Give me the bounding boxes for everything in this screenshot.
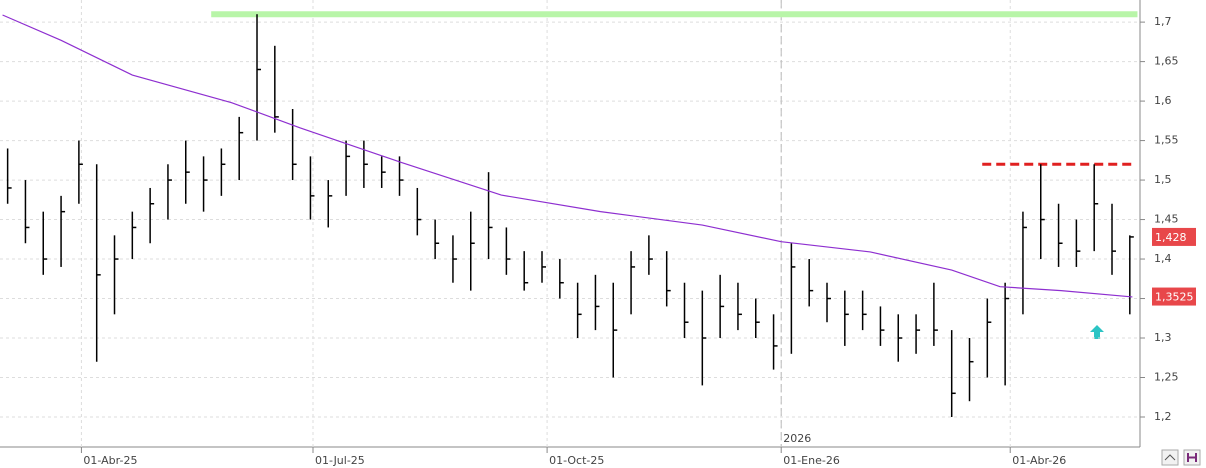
price-label: 1,3525	[1155, 291, 1194, 304]
y-tick-label: 1,25	[1154, 371, 1179, 384]
h-icon	[1187, 453, 1197, 462]
y-tick-label: 1,6	[1154, 94, 1172, 107]
price-label-box	[1152, 287, 1196, 306]
y-tick-label: 1,7	[1154, 15, 1172, 28]
moving-average	[2, 14, 1133, 298]
zoom-icon	[1164, 454, 1176, 461]
arrow-icon	[1090, 325, 1104, 339]
y-tick-label: 1,45	[1154, 213, 1179, 226]
y-tick-label: 1,2	[1154, 410, 1172, 423]
x-tick-label: 01-Abr-25	[83, 454, 137, 467]
year-label: 2026	[783, 432, 811, 445]
price-label-box	[1152, 227, 1196, 246]
y-tick-label: 1,55	[1154, 134, 1179, 147]
y-tick-label: 1,65	[1154, 55, 1179, 68]
x-tick-label: 01-Abr-26	[1012, 454, 1066, 467]
price-label: 1,428	[1155, 231, 1187, 244]
x-tick-label: 01-Jul-25	[315, 454, 365, 467]
y-tick-label: 1,5	[1154, 173, 1172, 186]
y-tick-label: 1,4	[1154, 252, 1172, 265]
y-tick-label: 1,3	[1154, 331, 1172, 344]
x-tick-label: 01-Oct-25	[549, 454, 604, 467]
zoom-button[interactable]	[1161, 449, 1179, 466]
x-tick-label: 01-Ene-26	[783, 454, 840, 467]
